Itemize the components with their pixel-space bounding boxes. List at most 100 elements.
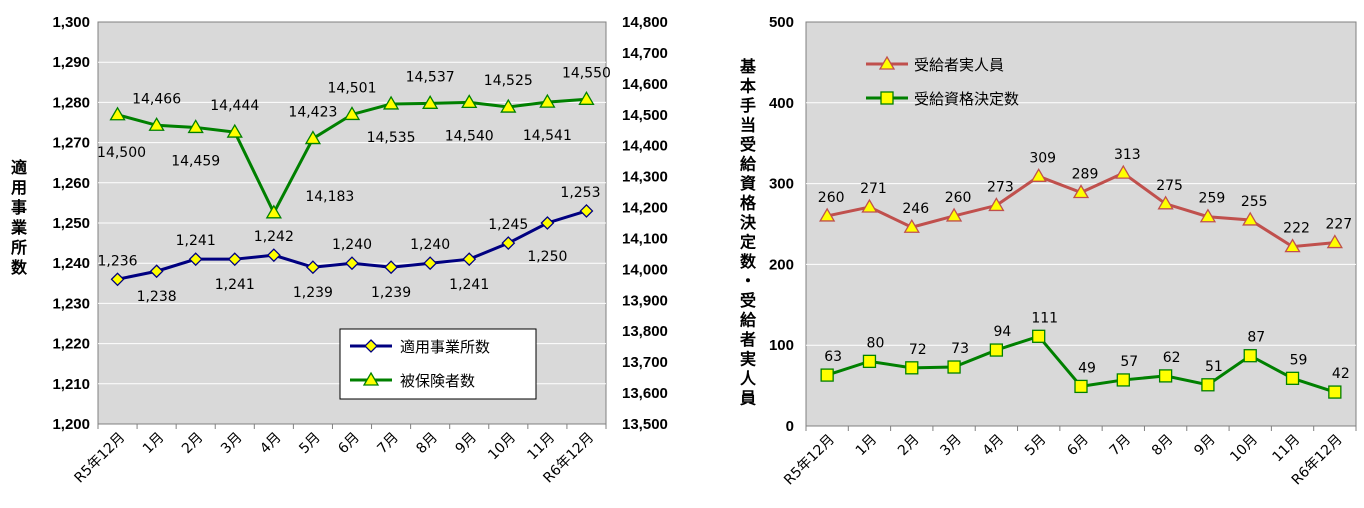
- data-label-establishments: 1,241: [449, 277, 489, 293]
- data-label-insured: 14,525: [484, 73, 533, 89]
- data-point-establishments: [540, 216, 555, 230]
- data-point-insured: [187, 119, 204, 134]
- data-label-eligibility: 57: [1120, 354, 1138, 370]
- data-label-eligibility: 62: [1163, 350, 1181, 366]
- y2-tick-label: 14,600: [622, 76, 668, 93]
- x-tick-label: 3月: [218, 430, 246, 458]
- plot-area-2: [805, 21, 1357, 427]
- data-label-insured: 14,537: [406, 69, 455, 85]
- y2-tick-label: 14,300: [622, 169, 668, 186]
- data-label-recipients: 289: [1072, 166, 1099, 182]
- x-tick-label: 8月: [1149, 432, 1177, 460]
- data-label-insured: 14,423: [288, 105, 337, 121]
- data-point-eligibility: [820, 368, 834, 382]
- data-point-recipients: [988, 197, 1005, 212]
- data-label-eligibility: 80: [867, 335, 885, 351]
- data-point-recipients: [1030, 168, 1047, 182]
- data-point-eligibility: [1328, 385, 1342, 399]
- y-axis-label-char: 適: [11, 158, 27, 177]
- x-tick-label: 7月: [1107, 432, 1135, 460]
- x-tick-label: 4月: [980, 432, 1008, 460]
- y-axis-label-char: 決: [740, 213, 757, 232]
- data-point-recipients: [903, 218, 920, 233]
- x-tick-label: 4月: [257, 430, 285, 458]
- data-label-recipients: 313: [1114, 147, 1141, 163]
- data-label-insured: 14,183: [305, 189, 354, 205]
- data-label-establishments: 1,250: [527, 249, 567, 265]
- y-axis-label-char: 業: [10, 218, 28, 237]
- data-point-establishments: [149, 264, 164, 279]
- data-point-insured: [265, 204, 282, 219]
- y-tick-label: 1,260: [52, 175, 90, 192]
- x-tick-label: 9月: [1191, 432, 1219, 460]
- data-point-recipients: [1199, 208, 1217, 223]
- legend-marker-insured: [362, 371, 380, 386]
- y-axis-label-char: 定: [739, 233, 756, 252]
- data-label-establishments: 1,239: [371, 285, 411, 301]
- legend-marker-recipients: [878, 55, 896, 70]
- y-axis-label-char: 受: [740, 291, 756, 310]
- data-label-establishments: 1,240: [332, 237, 372, 253]
- data-point-eligibility: [1201, 378, 1215, 392]
- legend-label-establishments: 適用事業所数: [400, 338, 490, 356]
- x-tick-label: 9月: [453, 430, 481, 458]
- x-tick-label: R5年12月: [71, 430, 128, 487]
- data-point-recipients: [1326, 234, 1343, 249]
- y-axis-label-char: 給: [740, 311, 757, 330]
- data-label-insured: 14,501: [328, 80, 377, 96]
- y-axis-label-char: 員: [739, 389, 756, 408]
- data-point-insured: [382, 95, 400, 110]
- x-tick-label: 2月: [179, 430, 207, 458]
- data-label-establishments: 1,242: [254, 229, 294, 245]
- y-tick-label: 1,200: [52, 416, 90, 433]
- data-label-eligibility: 111: [1031, 310, 1058, 326]
- data-point-establishments: [266, 248, 281, 263]
- y2-tick-label: 14,200: [622, 200, 668, 217]
- y-axis-label-char: 当: [740, 116, 756, 135]
- y-axis-label-char: 給: [740, 155, 757, 174]
- data-label-recipients: 260: [945, 190, 972, 206]
- data-label-insured: 14,535: [367, 130, 416, 146]
- x-tick-label: 1月: [140, 430, 168, 458]
- data-point-recipients: [1157, 195, 1174, 210]
- data-label-eligibility: 72: [909, 342, 927, 358]
- y-axis-label-char: 事: [11, 198, 27, 217]
- data-point-eligibility: [989, 343, 1004, 357]
- y2-tick-label: 14,500: [622, 107, 668, 124]
- data-label-recipients: 271: [860, 181, 887, 197]
- y-axis-label-char: 用: [11, 178, 27, 197]
- data-label-recipients: 260: [818, 190, 845, 206]
- data-label-eligibility: 49: [1078, 360, 1096, 376]
- data-label-eligibility: 94: [993, 324, 1011, 340]
- data-label-eligibility: 73: [951, 341, 969, 357]
- data-point-establishments: [345, 256, 359, 271]
- data-label-recipients: 273: [987, 179, 1014, 195]
- data-label-insured: 14,459: [171, 153, 220, 169]
- data-label-establishments: 1,253: [560, 185, 600, 201]
- data-point-eligibility: [1158, 369, 1173, 383]
- y2-tick-label: 13,600: [622, 385, 668, 402]
- data-point-insured: [343, 106, 361, 121]
- x-tick-label: 6月: [1064, 432, 1092, 460]
- data-label-recipients: 275: [1156, 178, 1183, 194]
- y-tick-label: 1,270: [52, 135, 90, 152]
- data-point-recipients: [1284, 238, 1301, 253]
- data-label-recipients: 255: [1241, 194, 1268, 210]
- data-point-eligibility: [1285, 371, 1300, 385]
- data-point-eligibility: [1243, 349, 1257, 363]
- y2-tick-label: 14,000: [622, 261, 668, 278]
- data-point-establishments: [501, 236, 516, 251]
- data-point-eligibility: [1116, 373, 1130, 387]
- x-tick-label: 8月: [413, 430, 441, 458]
- data-point-insured: [422, 95, 439, 109]
- data-label-insured: 14,550: [562, 65, 611, 81]
- data-point-recipients: [1115, 164, 1132, 179]
- y-tick-label: 500: [769, 14, 794, 31]
- y-tick-label: 1,290: [52, 54, 90, 71]
- y2-tick-label: 13,900: [622, 292, 668, 309]
- data-point-establishments: [306, 260, 320, 275]
- data-label-establishments: 1,236: [97, 253, 137, 269]
- data-point-insured: [578, 91, 595, 105]
- data-point-eligibility: [947, 360, 961, 374]
- data-point-insured: [109, 106, 126, 121]
